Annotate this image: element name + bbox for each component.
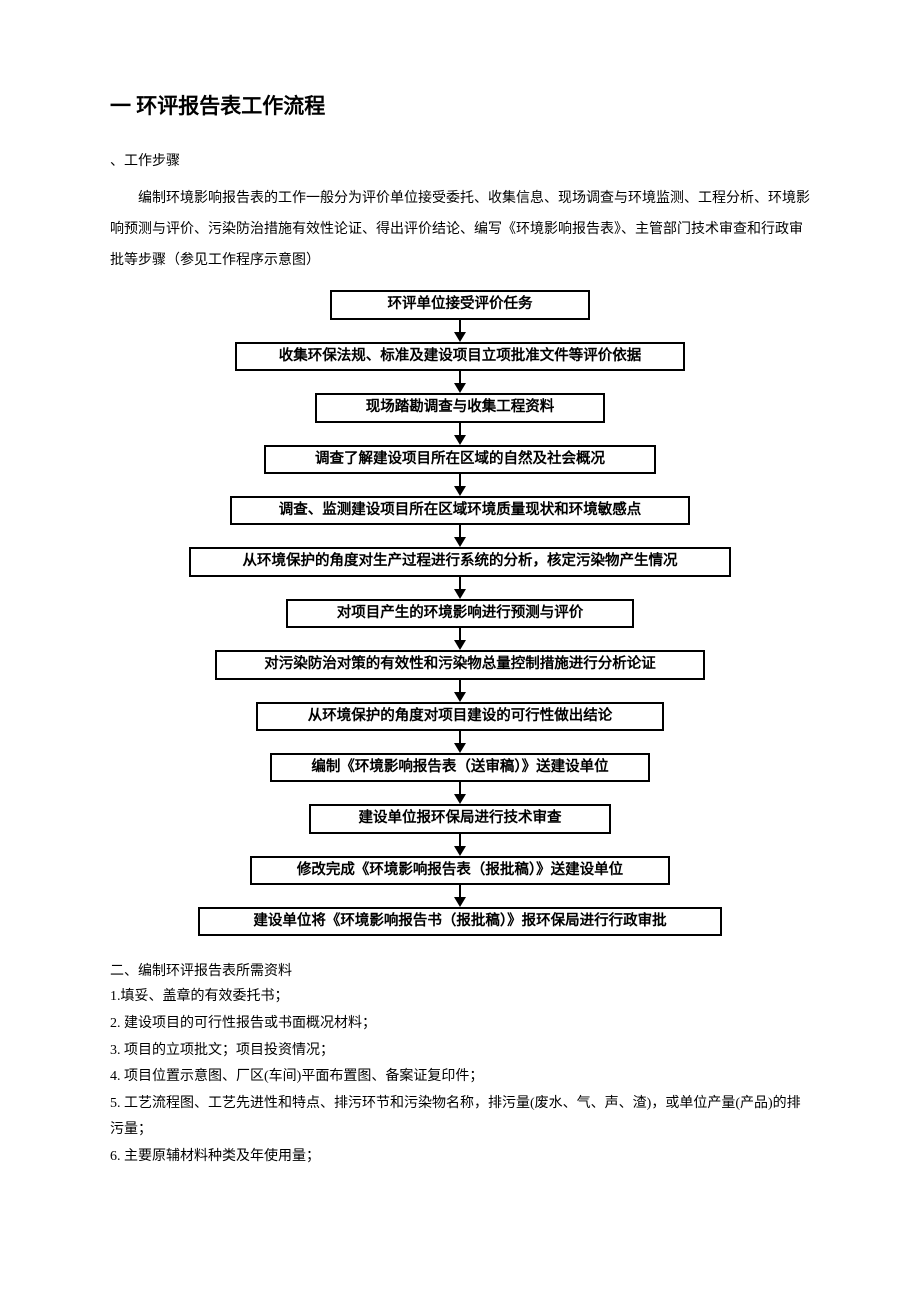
flowchart: 环评单位接受评价任务收集环保法规、标准及建设项目立项批准文件等评价依据现场踏勘调… <box>180 290 740 936</box>
arrow-head-icon <box>454 537 466 547</box>
list-item: 4. 项目位置示意图、厂区(车间)平面布置图、备案证复印件； <box>110 1064 810 1091</box>
arrow-stem <box>459 320 461 332</box>
arrow-stem <box>459 782 461 794</box>
flow-node: 从环境保护的角度对项目建设的可行性做出结论 <box>256 702 664 731</box>
flow-column: 环评单位接受评价任务收集环保法规、标准及建设项目立项批准文件等评价依据现场踏勘调… <box>180 290 740 936</box>
arrow-stem <box>459 525 461 537</box>
arrow-head-icon <box>454 332 466 342</box>
flow-node: 修改完成《环境影响报告表（报批稿）》送建设单位 <box>250 856 670 885</box>
list-item: 5. 工艺流程图、工艺先进性和特点、排污环节和污染物名称，排污量(废水、气、声、… <box>110 1091 810 1144</box>
flow-node: 对污染防治对策的有效性和污染物总量控制措施进行分析论证 <box>215 650 705 679</box>
flow-node: 环评单位接受评价任务 <box>330 290 590 319</box>
arrow-head-icon <box>454 640 466 650</box>
arrow-stem <box>459 474 461 486</box>
arrow-head-icon <box>454 486 466 496</box>
list-item: 1.填妥、盖章的有效委托书； <box>110 984 810 1011</box>
arrow-head-icon <box>454 589 466 599</box>
flow-node: 对项目产生的环境影响进行预测与评价 <box>286 599 634 628</box>
flow-node: 建设单位报环保局进行技术审查 <box>309 804 611 833</box>
section1-heading: 、工作步骤 <box>110 148 810 176</box>
list-item: 3. 项目的立项批文；项目投资情况； <box>110 1038 810 1065</box>
arrow-head-icon <box>454 692 466 702</box>
arrow-head-icon <box>454 846 466 856</box>
materials-list: 1.填妥、盖章的有效委托书；2. 建设项目的可行性报告或书面概况材料；3. 项目… <box>110 984 810 1170</box>
page-title: 一 环评报告表工作流程 <box>110 90 810 120</box>
arrow-stem <box>459 423 461 435</box>
arrow-head-icon <box>454 743 466 753</box>
flow-node: 现场踏勘调查与收集工程资料 <box>315 393 605 422</box>
section1-paragraph: 编制环境影响报告表的工作一般分为评价单位接受委托、收集信息、现场调查与环境监测、… <box>110 184 810 276</box>
flow-node: 从环境保护的角度对生产过程进行系统的分析，核定污染物产生情况 <box>189 547 731 576</box>
arrow-stem <box>459 628 461 640</box>
flow-node: 编制《环境影响报告表（送审稿）》送建设单位 <box>270 753 650 782</box>
arrow-stem <box>459 731 461 743</box>
flow-node: 调查、监测建设项目所在区域环境质量现状和环境敏感点 <box>230 496 690 525</box>
arrow-stem <box>459 577 461 589</box>
arrow-stem <box>459 680 461 692</box>
section2-heading: 二、编制环评报告表所需资料 <box>110 960 810 980</box>
flow-node: 调查了解建设项目所在区域的自然及社会概况 <box>264 445 656 474</box>
list-item: 2. 建设项目的可行性报告或书面概况材料； <box>110 1011 810 1038</box>
arrow-stem <box>459 371 461 383</box>
arrow-stem <box>459 885 461 897</box>
arrow-head-icon <box>454 435 466 445</box>
arrow-head-icon <box>454 794 466 804</box>
flow-node: 收集环保法规、标准及建设项目立项批准文件等评价依据 <box>235 342 685 371</box>
arrow-stem <box>459 834 461 846</box>
list-item: 6. 主要原辅材料种类及年使用量； <box>110 1144 810 1171</box>
arrow-head-icon <box>454 897 466 907</box>
arrow-head-icon <box>454 383 466 393</box>
flowchart-container: 环评单位接受评价任务收集环保法规、标准及建设项目立项批准文件等评价依据现场踏勘调… <box>110 290 810 936</box>
document-page: 一 环评报告表工作流程 、工作步骤 编制环境影响报告表的工作一般分为评价单位接受… <box>0 0 920 1231</box>
flow-node: 建设单位将《环境影响报告书（报批稿）》报环保局进行行政审批 <box>198 907 722 936</box>
